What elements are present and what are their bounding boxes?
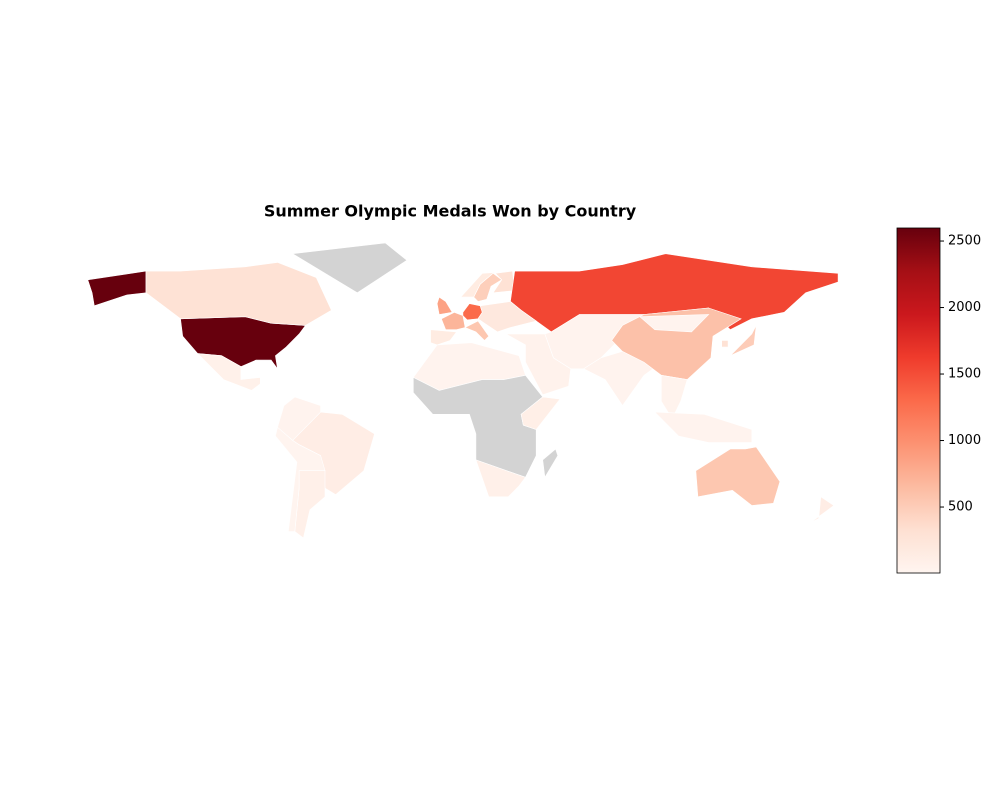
- country-region: [695, 446, 781, 506]
- country-region: [196, 353, 261, 391]
- country-region: [611, 307, 742, 380]
- country-region: [180, 316, 307, 369]
- country-region: [475, 459, 526, 498]
- country-region: [477, 301, 537, 333]
- country-region: [291, 242, 408, 294]
- colorbar-tick-label: 2500: [948, 234, 981, 249]
- country-region: [654, 411, 753, 443]
- country-region: [542, 448, 559, 479]
- colorbar-tick-label: 1000: [948, 433, 981, 448]
- country-region: [464, 320, 490, 341]
- colorbar-tick-label: 1500: [948, 367, 981, 382]
- country-region: [460, 270, 515, 298]
- country-region: [492, 270, 516, 294]
- country-region: [721, 340, 729, 348]
- country-region: [441, 311, 466, 330]
- country-region: [809, 496, 835, 524]
- colorbar-tick-label: 2000: [948, 300, 981, 315]
- country-region: [730, 325, 757, 356]
- country-region: [638, 314, 710, 333]
- colorbar: [896, 227, 941, 574]
- country-region: [436, 296, 453, 315]
- country-region: [145, 262, 332, 326]
- country-region: [520, 396, 561, 430]
- country-region: [430, 329, 458, 346]
- country-region: [87, 270, 147, 307]
- country-region: [661, 374, 688, 420]
- colorbar-tick-label: 500: [948, 500, 973, 515]
- map-title: Summer Olympic Medals Won by Country: [264, 202, 637, 221]
- country-region: [583, 351, 660, 407]
- country-region: [275, 426, 326, 532]
